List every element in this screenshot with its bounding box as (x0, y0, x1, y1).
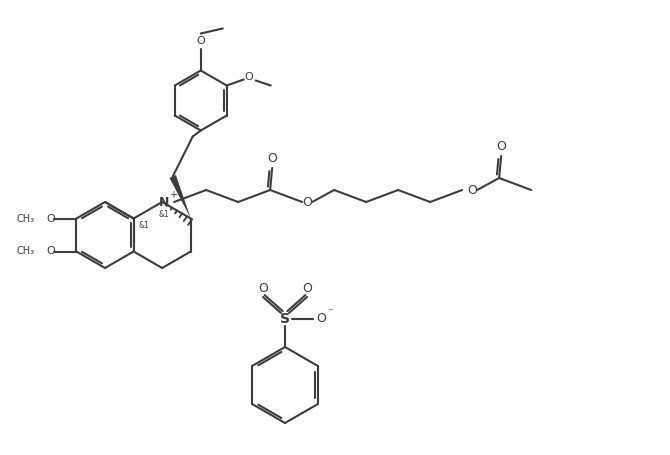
Text: O: O (467, 183, 477, 197)
Text: O: O (46, 213, 55, 223)
Text: CH₃: CH₃ (16, 213, 34, 223)
Text: O: O (196, 35, 205, 46)
Text: O: O (258, 282, 268, 294)
Text: N: N (159, 196, 170, 208)
Text: O: O (302, 196, 312, 208)
Text: CH₃: CH₃ (16, 247, 34, 257)
Text: &1: &1 (159, 210, 170, 219)
Text: S: S (280, 312, 290, 326)
Text: O: O (267, 152, 277, 166)
Text: O: O (46, 247, 55, 257)
Polygon shape (170, 175, 191, 218)
Text: O: O (316, 313, 326, 325)
Text: +: + (169, 190, 177, 200)
Text: &1: &1 (139, 222, 149, 231)
Text: O: O (496, 141, 506, 153)
Text: O: O (302, 282, 312, 294)
Text: O: O (245, 72, 253, 82)
Text: ⁻: ⁻ (327, 307, 333, 317)
